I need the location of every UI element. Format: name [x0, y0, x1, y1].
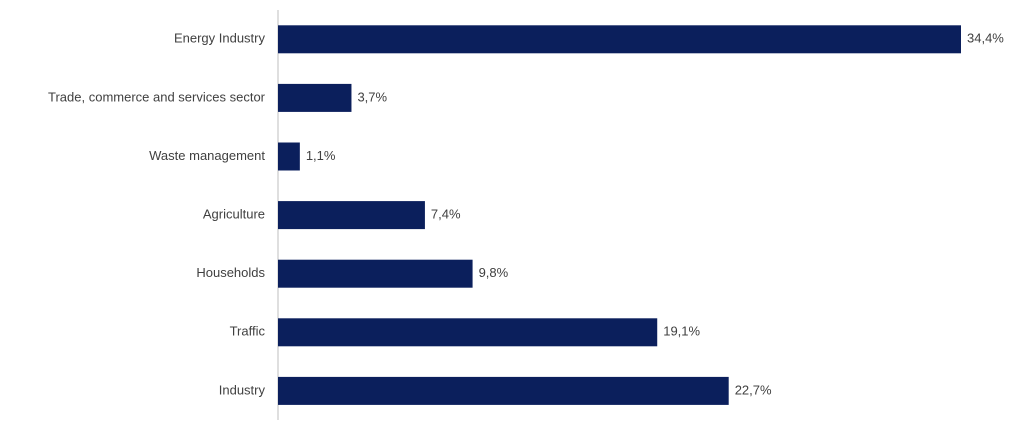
value-label: 34,4%	[967, 31, 1004, 46]
value-label: 9,8%	[479, 265, 509, 280]
category-label: Traffic	[230, 324, 266, 339]
bar	[278, 83, 352, 112]
value-label: 19,1%	[663, 324, 700, 339]
value-label: 3,7%	[357, 89, 387, 104]
bar	[278, 376, 729, 405]
category-label: Agriculture	[203, 207, 265, 222]
value-label: 1,1%	[306, 148, 336, 163]
bar	[278, 142, 300, 171]
value-label: 22,7%	[735, 382, 772, 397]
value-label: 7,4%	[431, 207, 461, 222]
category-label: Energy Industry	[174, 31, 266, 46]
category-label: Waste management	[149, 148, 265, 163]
bar	[278, 259, 473, 288]
category-label: Households	[196, 265, 265, 280]
bar	[278, 201, 425, 230]
category-label: Industry	[219, 382, 266, 397]
bar	[278, 25, 961, 54]
category-label: Trade, commerce and services sector	[48, 89, 266, 104]
bar	[278, 318, 658, 347]
